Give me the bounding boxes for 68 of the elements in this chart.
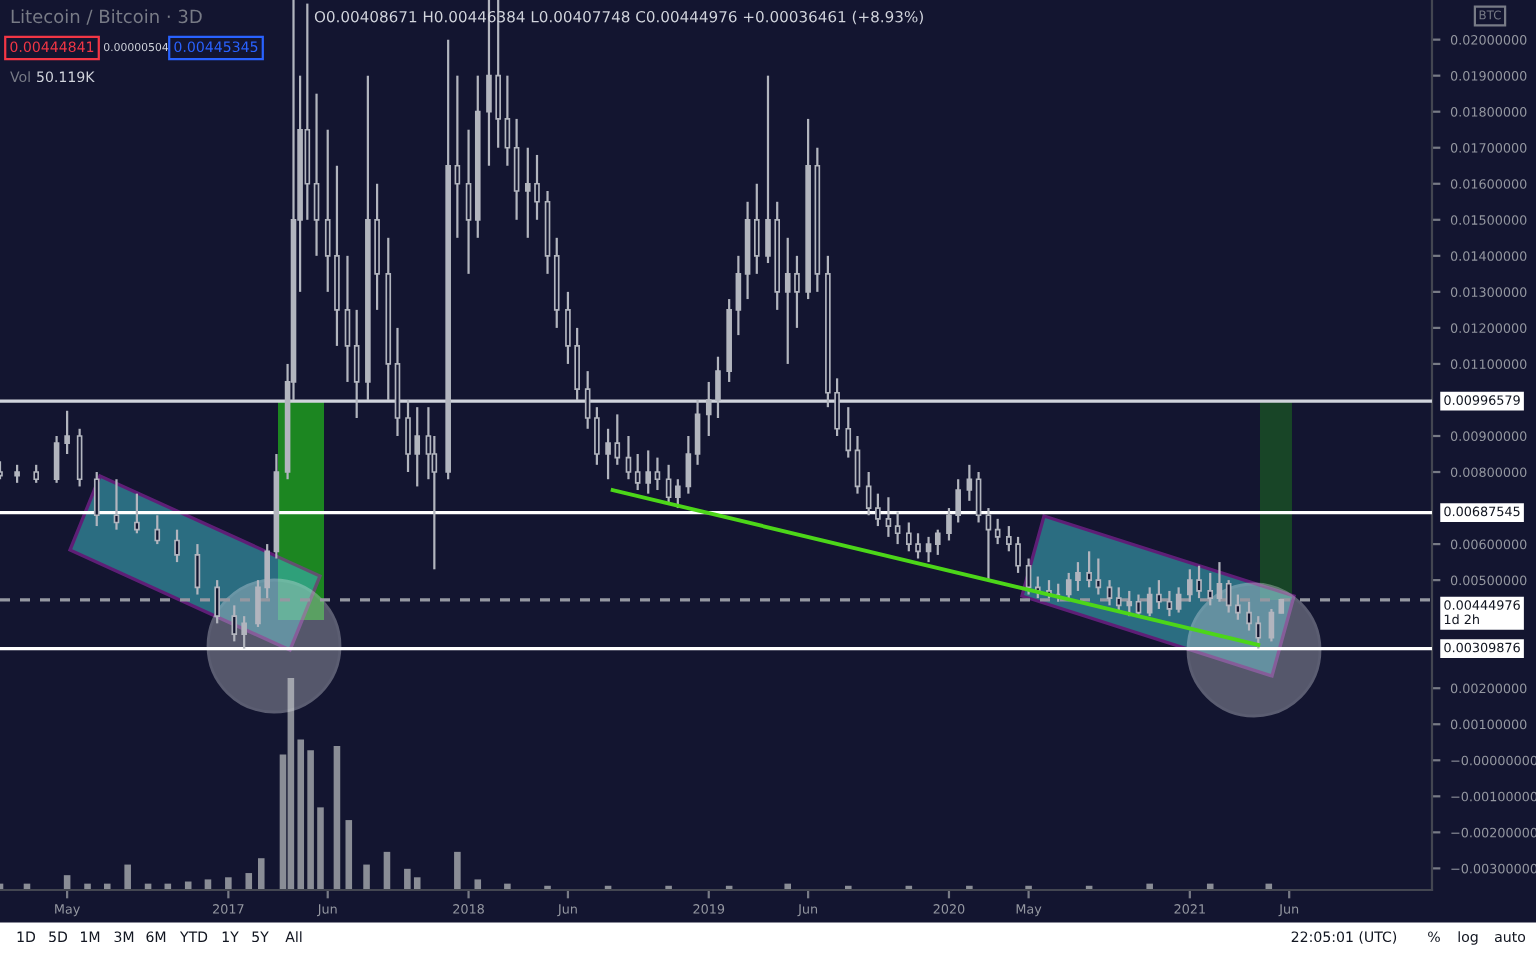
candlestick xyxy=(685,434,692,495)
candlestick xyxy=(1115,586,1122,614)
bar xyxy=(245,873,253,890)
candlestick xyxy=(1126,589,1133,618)
candlestick xyxy=(875,492,881,528)
bar xyxy=(257,858,265,890)
candlestick xyxy=(894,510,901,546)
candlestick xyxy=(675,478,681,510)
candlestick xyxy=(1216,561,1223,603)
candlestick xyxy=(504,74,511,167)
candlestick xyxy=(14,463,20,484)
candlestick xyxy=(465,128,472,275)
candlestick xyxy=(513,117,520,221)
candlestick xyxy=(214,579,220,625)
candlestick xyxy=(353,308,360,420)
candlestick xyxy=(1135,593,1142,618)
candlestick xyxy=(53,434,60,484)
candlestick xyxy=(93,470,100,528)
candlestick xyxy=(1106,579,1113,607)
candlestick xyxy=(1086,550,1092,589)
candlestick xyxy=(735,254,742,337)
bar xyxy=(454,851,461,890)
candlestick xyxy=(645,449,652,495)
candlestick xyxy=(694,398,701,466)
candlestick xyxy=(1095,557,1102,596)
candlestick xyxy=(625,434,632,481)
candlestick xyxy=(1207,571,1214,607)
candlestick xyxy=(194,542,201,596)
candlestick xyxy=(654,456,661,492)
candlestick xyxy=(174,528,180,564)
candlestick xyxy=(975,470,982,524)
candlestick xyxy=(64,409,70,456)
bar xyxy=(225,877,232,890)
candlestick xyxy=(584,370,591,430)
candlestick xyxy=(1268,607,1275,643)
bar xyxy=(474,879,482,890)
candlestick xyxy=(134,492,140,535)
candlestick xyxy=(925,535,932,564)
candlestick xyxy=(1225,579,1232,614)
candlestick xyxy=(865,470,872,517)
candlestick xyxy=(665,463,672,506)
candlestick xyxy=(1235,593,1241,621)
candlestick xyxy=(985,506,992,582)
candlestick xyxy=(113,478,120,531)
candlestick xyxy=(231,604,238,643)
candlestick xyxy=(33,463,40,484)
candlestick xyxy=(634,452,641,492)
candlestick xyxy=(966,463,973,502)
candlestick xyxy=(845,406,852,459)
bar xyxy=(333,745,341,890)
candlestick xyxy=(313,92,320,257)
candlestick xyxy=(154,514,161,546)
candlestick xyxy=(934,528,941,557)
bar xyxy=(124,864,131,890)
candlestick xyxy=(241,615,247,650)
candlestick xyxy=(454,74,461,239)
candlestick xyxy=(1166,589,1173,618)
candlestick xyxy=(885,496,892,538)
candlestick xyxy=(1175,586,1182,614)
candlestick xyxy=(344,254,351,384)
candlestick xyxy=(994,517,1001,546)
candlestick xyxy=(76,427,83,488)
chart-title: Litecoin / Bitcoin · 3D xyxy=(11,9,202,25)
candlestick xyxy=(1156,579,1162,611)
candlestick xyxy=(594,406,600,466)
bar xyxy=(363,864,370,890)
candlestick xyxy=(753,182,760,275)
bar xyxy=(345,820,353,890)
